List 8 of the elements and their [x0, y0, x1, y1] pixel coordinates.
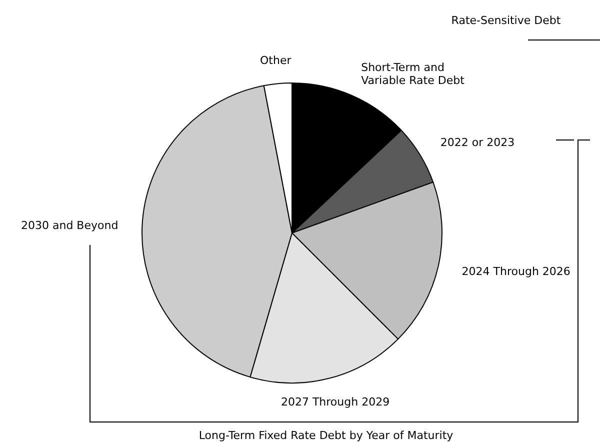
- slice-label: 2022 or 2023: [440, 136, 515, 150]
- slice-label: 2030 and Beyond: [20, 218, 118, 232]
- slice-label: Other: [260, 54, 292, 67]
- text: Rate-Sensitive Debt: [451, 14, 562, 27]
- text: Long-Term Fixed Rate Debt by Year of Maturity: [198, 429, 454, 442]
- slice-label: 2027 Through 2029: [280, 396, 390, 409]
- slice-label: Short-Term and Variable Rate Debt: [361, 60, 466, 87]
- slice-label: 2024 Through 2026: [462, 264, 570, 278]
